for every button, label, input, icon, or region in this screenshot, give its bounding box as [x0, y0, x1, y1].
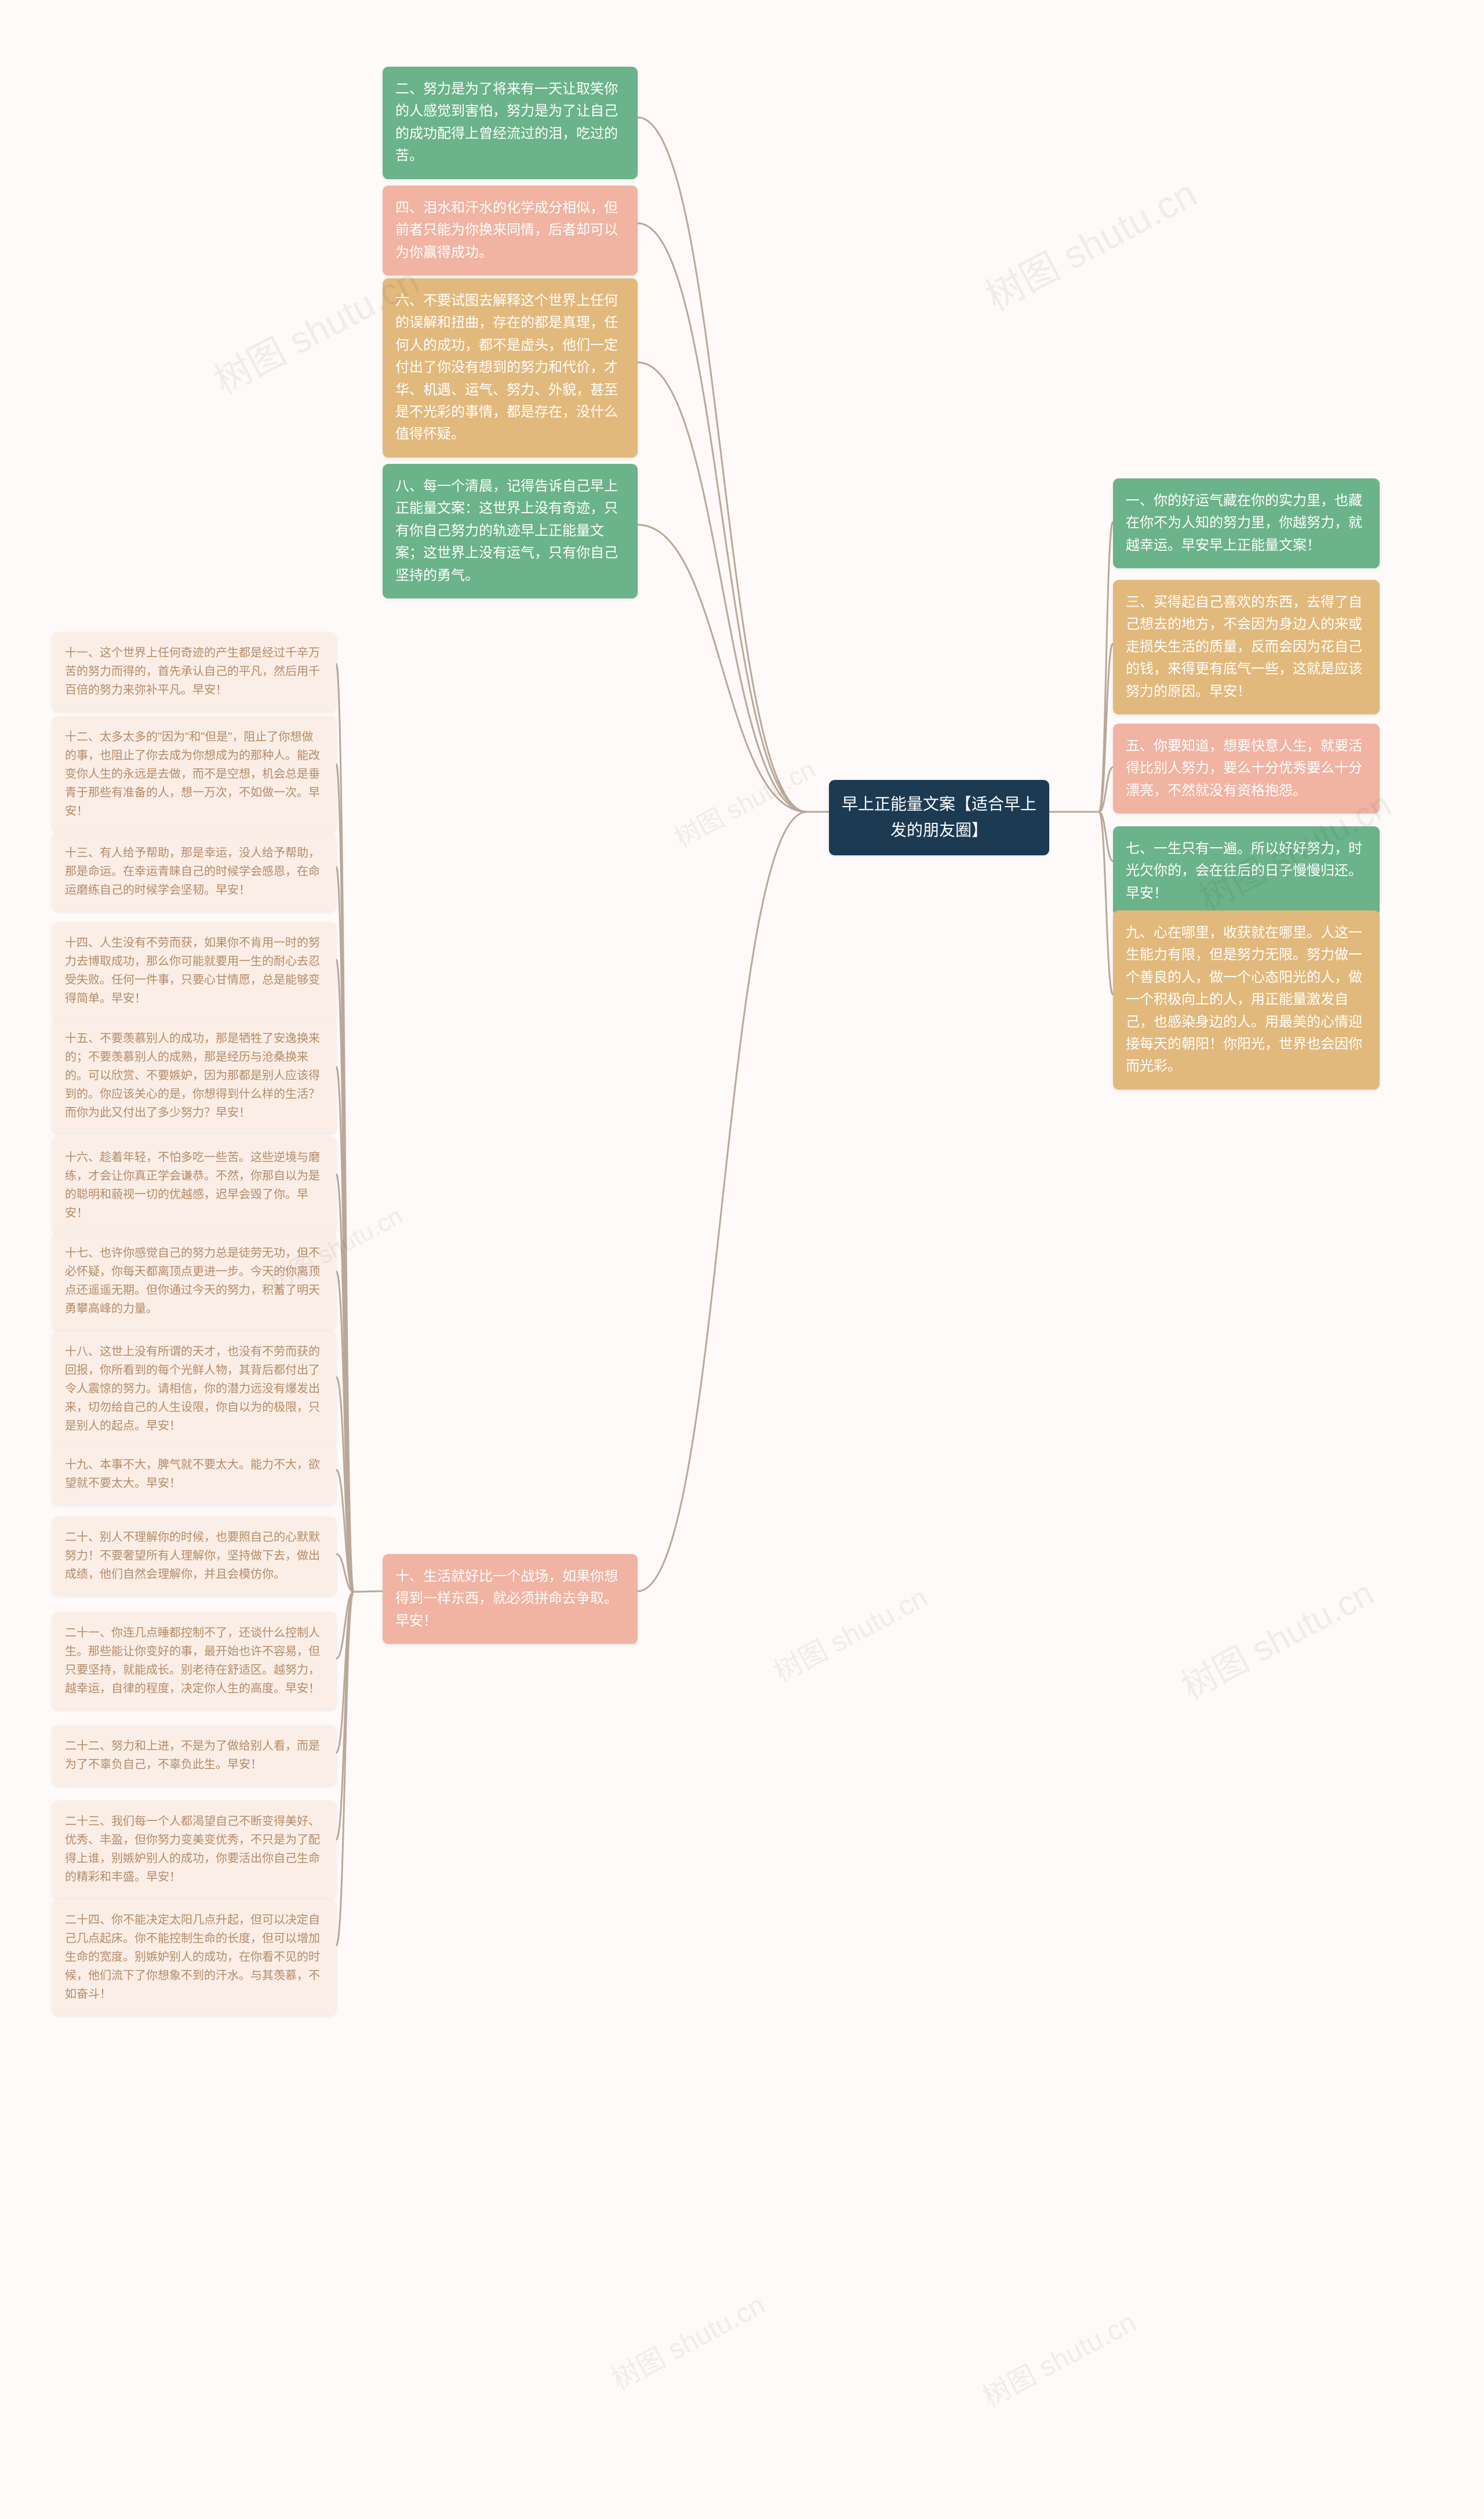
node-r3: 三、买得起自己喜欢的东西，去得了自己想去的地方，不会因为身边人的来或走损失生活的… [1113, 580, 1380, 714]
node-n20: 二十、别人不理解你的时候，也要照自己的心默默努力！不要奢望所有人理解你，坚持做下… [52, 1516, 336, 1595]
node-n23: 二十三、我们每一个人都渴望自己不断变得美好、优秀、丰盈，但你努力变美变优秀，不只… [52, 1801, 336, 1898]
node-r9: 九、心在哪里，收获就在哪里。人这一生能力有限，但是努力无限。努力做一个善良的人，… [1113, 910, 1380, 1090]
node-text: 二十三、我们每一个人都渴望自己不断变得美好、优秀、丰盈，但你努力变美变优秀，不只… [65, 1815, 320, 1883]
node-n12: 十二、太多太多的"因为"和"但是"，阻止了你想做的事，也阻止了你去成为你想成为的… [52, 716, 336, 832]
node-text: 十一、这个世界上任何奇迹的产生都是经过千辛万苦的努力而得的，首先承认自己的平凡，… [65, 647, 320, 696]
node-l10: 十、生活就好比一个战场，如果你想得到一样东西，就必须拼命去争取。早安！ [383, 1554, 638, 1644]
node-text: 九、心在哪里，收获就在哪里。人这一生能力有限，但是努力无限。努力做一个善良的人，… [1126, 925, 1362, 1074]
node-n17: 十七、也许你感觉自己的努力总是徒劳无功，但不必怀疑，你每天都离顶点更进一步。今天… [52, 1232, 336, 1330]
watermark-text: 树图 shutu.cn [979, 172, 1203, 318]
node-text: 二十、别人不理解你的时候，也要照自己的心默默努力！不要奢望所有人理解你，坚持做下… [65, 1531, 320, 1581]
node-text: 十六、趁着年轻，不怕多吃一些苦。这些逆境与磨练，才会让你真正学会谦恭。不然，你那… [65, 1151, 320, 1219]
node-text: 一、你的好运气藏在你的实力里，也藏在你不为人知的努力里，你越努力，就越幸运。早安… [1126, 493, 1362, 553]
node-text: 十九、本事不大，脾气就不要太大。能力不大，欲望就不要太大。早安！ [65, 1458, 320, 1490]
watermark: 树图 shutu.cn [603, 2282, 772, 2397]
watermark: 树图 shutu.cn [1172, 1566, 1381, 1709]
node-l6: 六、不要试图去解释这个世界上任何的误解和扭曲，存在的都是真理，任何人的成功，都不… [383, 278, 638, 458]
node-text: 早上正能量文案【适合早上发的朋友圈】 [842, 795, 1036, 839]
node-text: 五、你要知道，想要快意人生，就要活得比别人努力，要么十分优秀要么十分漂亮，不然就… [1126, 738, 1362, 798]
node-l4: 四、泪水和汗水的化学成分相似，但前者只能为你换来同情，后者却可以为你赢得成功。 [383, 186, 638, 275]
watermark: 树图 shutu.cn [974, 2300, 1143, 2415]
node-text: 三、买得起自己喜欢的东西，去得了自己想去的地方，不会因为身边人的来或走损失生活的… [1126, 594, 1362, 699]
mindmap-canvas: 早上正能量文案【适合早上发的朋友圈】 一、你的好运气藏在你的实力里，也藏在你不为人… [0, 0, 1484, 2519]
node-text: 七、一生只有一遍。所以好好努力，时光欠你的，会在往后的日子慢慢归还。早安！ [1126, 841, 1362, 901]
node-text: 十四、人生没有不劳而获，如果你不肯用一时的努力去博取成功，那么你可能就要用一生的… [65, 937, 320, 1005]
node-text: 二十四、你不能决定太阳几点升起，但可以决定自己几点起床。你不能控制生命的长度，但… [65, 1914, 320, 2001]
watermark-text: 树图 shutu.cn [1176, 1573, 1380, 1707]
node-l8: 八、每一个清晨，记得告诉自己早上正能量文案：这世界上没有奇迹，只有你自己努力的轨… [383, 464, 638, 598]
root-node: 早上正能量文案【适合早上发的朋友圈】 [829, 780, 1049, 855]
node-n15: 十五、不要羡慕别人的成功，那是牺牲了安逸换来的；不要羡慕别人的成熟，那是经历与沧… [52, 1018, 336, 1134]
watermark: 树图 shutu.cn [974, 164, 1205, 321]
watermark: 树图 shutu.cn [766, 1575, 934, 1690]
node-text: 十三、有人给予帮助，那是幸运，没人给予帮助，那是命运。在幸运青睐自己的时候学会感… [65, 847, 320, 896]
node-r7: 七、一生只有一遍。所以好好努力，时光欠你的，会在往后的日子慢慢归还。早安！ [1113, 826, 1380, 916]
node-text: 十二、太多太多的"因为"和"但是"，阻止了你想做的事，也阻止了你去成为你想成为的… [65, 731, 320, 818]
node-r1: 一、你的好运气藏在你的实力里，也藏在你不为人知的努力里，你越努力，就越幸运。早安… [1113, 478, 1380, 568]
node-n14: 十四、人生没有不劳而获，如果你不肯用一时的努力去博取成功，那么你可能就要用一生的… [52, 922, 336, 1019]
node-n13: 十三、有人给予帮助，那是幸运，没人给予帮助，那是命运。在幸运青睐自己的时候学会感… [52, 832, 336, 911]
watermark-text: 树图 shutu.cn [769, 1582, 933, 1688]
node-n16: 十六、趁着年轻，不怕多吃一些苦。这些逆境与磨练，才会让你真正学会谦恭。不然，你那… [52, 1137, 336, 1234]
node-text: 六、不要试图去解释这个世界上任何的误解和扭曲，存在的都是真理，任何人的成功，都不… [395, 293, 618, 442]
watermark: 树图 shutu.cn [667, 749, 821, 854]
node-text: 十、生活就好比一个战场，如果你想得到一样东西，就必须拼命去争取。早安！ [395, 1569, 618, 1629]
node-text: 八、每一个清晨，记得告诉自己早上正能量文案：这世界上没有奇迹，只有你自己努力的轨… [395, 478, 618, 583]
node-text: 十八、这世上没有所谓的天才，也没有不劳而获的回报，你所看到的每个光鲜人物，其背后… [65, 1345, 320, 1432]
watermark-text: 树图 shutu.cn [978, 2307, 1141, 2413]
node-n24: 二十四、你不能决定太阳几点升起，但可以决定自己几点起床。你不能控制生命的长度，但… [52, 1899, 336, 2015]
node-r5: 五、你要知道，想要快意人生，就要活得比别人努力，要么十分优秀要么十分漂亮，不然就… [1113, 724, 1380, 814]
node-text: 十五、不要羡慕别人的成功，那是牺牲了安逸换来的；不要羡慕别人的成熟，那是经历与沧… [65, 1032, 320, 1119]
node-n22: 二十二、努力和上进，不是为了做给别人看，而是为了不辜负自己，不辜负此生。早安！ [52, 1725, 336, 1785]
node-n19: 十九、本事不大，脾气就不要太大。能力不大，欲望就不要太大。早安！ [52, 1444, 336, 1504]
node-text: 二、努力是为了将来有一天让取笑你的人感觉到害怕，努力是为了让自己的成功配得上曾经… [395, 81, 618, 164]
node-n21: 二十一、你连几点睡都控制不了，还谈什么控制人生。那些能让你变好的事，最开始也许不… [52, 1612, 336, 1709]
node-text: 二十一、你连几点睡都控制不了，还谈什么控制人生。那些能让你变好的事，最开始也许不… [65, 1627, 320, 1695]
watermark-text: 树图 shutu.cn [670, 755, 820, 852]
watermark-text: 树图 shutu.cn [607, 2289, 770, 2395]
node-n11: 十一、这个世界上任何奇迹的产生都是经过千辛万苦的努力而得的，首先承认自己的平凡，… [52, 632, 336, 711]
node-n18: 十八、这世上没有所谓的天才，也没有不劳而获的回报，你所看到的每个光鲜人物，其背后… [52, 1331, 336, 1447]
node-text: 十七、也许你感觉自己的努力总是徒劳无功，但不必怀疑，你每天都离顶点更进一步。今天… [65, 1247, 320, 1315]
node-text: 四、泪水和汗水的化学成分相似，但前者只能为你换来同情，后者却可以为你赢得成功。 [395, 200, 618, 260]
node-l2: 二、努力是为了将来有一天让取笑你的人感觉到害怕，努力是为了让自己的成功配得上曾经… [383, 67, 638, 179]
node-text: 二十二、努力和上进，不是为了做给别人看，而是为了不辜负自己，不辜负此生。早安！ [65, 1740, 320, 1771]
